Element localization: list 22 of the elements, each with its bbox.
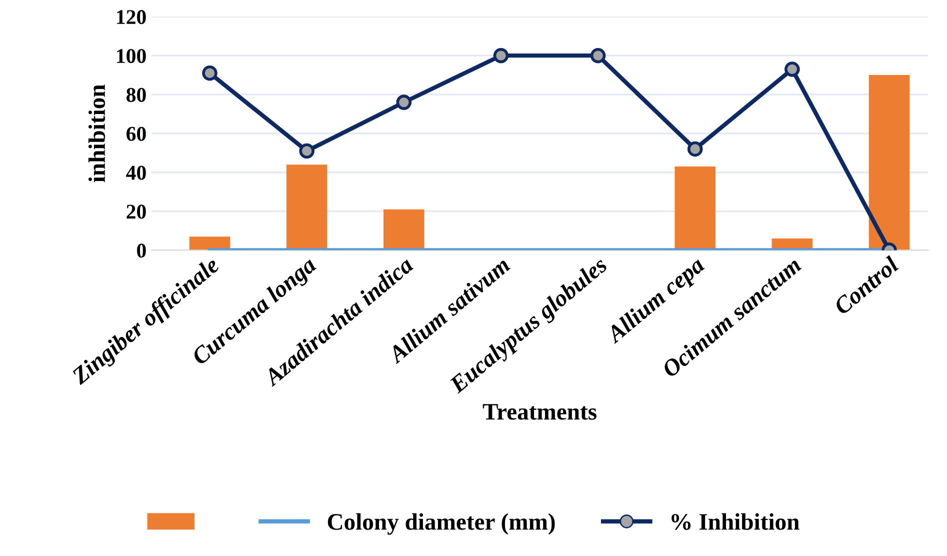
point xyxy=(590,48,606,64)
y-tick-label: 80 xyxy=(126,88,146,102)
y-tick-label: 60 xyxy=(126,126,146,141)
y-tick-label: 0 xyxy=(137,244,146,258)
legend-label: Colony diameter (mm) xyxy=(328,513,555,535)
point xyxy=(687,141,703,157)
bar xyxy=(286,164,328,250)
point xyxy=(202,65,218,81)
x-axis-title: Treatments xyxy=(482,404,596,420)
y-tick-label: 100 xyxy=(117,48,146,64)
point xyxy=(299,143,314,159)
point xyxy=(784,62,800,77)
y-tick-label: 20 xyxy=(126,204,146,219)
point xyxy=(396,94,412,110)
y-tick-label: 120 xyxy=(117,10,146,24)
bar xyxy=(868,75,910,250)
legend-label: % Inhibition xyxy=(672,513,800,530)
bar xyxy=(674,166,716,250)
bar xyxy=(384,209,424,250)
y-tick-label: 40 xyxy=(126,166,146,180)
y-axis-title: inhibition xyxy=(88,84,106,182)
point xyxy=(493,48,509,64)
